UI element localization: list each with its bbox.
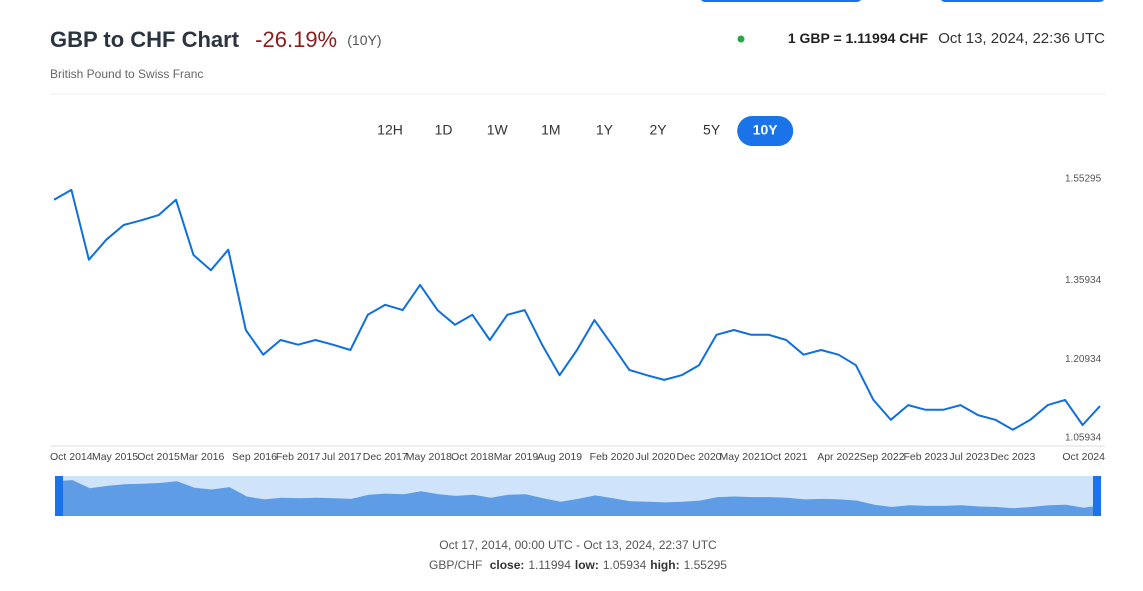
timestamp: Oct 13, 2024, 22:36 UTC: [938, 30, 1105, 47]
x-tick-label: Feb 2023: [903, 451, 948, 463]
y-tick-label: 1.55295: [1065, 173, 1102, 184]
y-tick-label: 1.05934: [1065, 433, 1102, 444]
x-tick-label: Sep 2016: [232, 451, 277, 463]
x-tick-label: Oct 2021: [765, 451, 808, 463]
top-button[interactable]: [940, 0, 1105, 2]
range-button[interactable]: 5Y: [703, 122, 721, 138]
footer-range: Oct 17, 2014, 00:00 UTC - Oct 13, 2024, …: [439, 538, 717, 552]
footer-stats: GBP/CHF close: 1.11994 low: 1.05934 high: 1.5…: [429, 558, 727, 572]
rate: 1 GBP = 1.11994 CHF: [788, 30, 929, 46]
x-tick-label: Jul 2017: [322, 451, 362, 463]
range-button[interactable]: 1D: [435, 122, 453, 138]
pair: GBP/CHF: [429, 558, 482, 572]
range-button[interactable]: 10Y: [753, 122, 779, 138]
x-tick-label: Mar 2019: [494, 451, 539, 463]
top-button[interactable]: [700, 0, 862, 2]
navigator-handle[interactable]: [1093, 476, 1101, 516]
x-tick-label: Dec 2017: [363, 451, 408, 463]
navigator-handle[interactable]: [55, 476, 63, 516]
x-tick-label: Oct 2014: [50, 451, 93, 463]
range-button-active[interactable]: [737, 116, 794, 146]
chart-title: GBP to CHF Chart: [50, 27, 240, 52]
x-tick-label: Aug 2019: [537, 451, 582, 463]
range-button[interactable]: 1W: [487, 122, 509, 138]
range-button[interactable]: 1Y: [596, 122, 614, 138]
rate-info: 1 GBP = 1.11994 CHF Oct 13, 2024, 22:36 …: [788, 30, 1105, 47]
range-button[interactable]: 1M: [541, 122, 560, 138]
stat-value: 1.11994: [528, 558, 571, 572]
range-button[interactable]: 12H: [377, 122, 403, 138]
y-tick-label: 1.35934: [1065, 275, 1102, 286]
stat-value: 1.55295: [684, 558, 728, 572]
range-button[interactable]: 2Y: [649, 122, 667, 138]
navigator-area: [55, 480, 1101, 516]
x-tick-label: Oct 2018: [451, 451, 494, 463]
x-tick-label: Oct 2024: [1062, 451, 1105, 463]
x-tick-label: Feb 2020: [590, 451, 635, 463]
live-dot: [737, 35, 745, 43]
stat-value: 1.05934: [603, 558, 647, 572]
x-tick-label: May 2018: [406, 451, 452, 463]
x-tick-label: Feb 2017: [276, 451, 321, 463]
x-tick-label: Jul 2023: [949, 451, 989, 463]
y-tick-label: 1.20934: [1065, 354, 1102, 365]
change: -26.19%: [255, 27, 337, 52]
x-tick-label: Dec 2023: [990, 451, 1035, 463]
x-tick-label: May 2015: [92, 451, 138, 463]
x-tick-label: Apr 2022: [817, 451, 860, 463]
price-line: [53, 188, 1101, 431]
x-tick-label: Mar 2016: [180, 451, 225, 463]
stat-label: close:: [490, 558, 525, 572]
x-tick-label: Dec 2020: [677, 451, 722, 463]
stat-label: high:: [650, 558, 679, 572]
x-tick-label: Oct 2015: [137, 451, 180, 463]
x-tick-label: May 2021: [720, 451, 766, 463]
subtitle: British Pound to Swiss Franc: [50, 67, 203, 81]
x-tick-label: Sep 2022: [860, 451, 905, 463]
chart-heading: GBP to CHF Chart -26.19% (10Y): [50, 27, 381, 52]
period: (10Y): [347, 32, 381, 48]
stat-label: low:: [575, 558, 599, 572]
x-tick-label: Jul 2020: [636, 451, 676, 463]
